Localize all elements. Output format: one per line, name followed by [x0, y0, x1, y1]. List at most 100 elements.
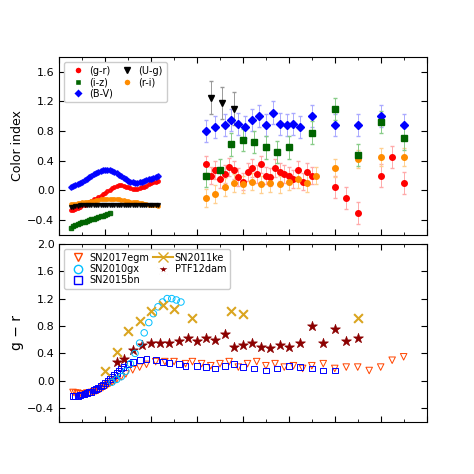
Point: [251, 365, 258, 372]
Point: [99, 384, 107, 392]
Point: [319, 360, 327, 367]
Point: [159, 358, 166, 365]
Point: [110, 377, 118, 384]
Point: [136, 363, 144, 371]
Point: [147, 339, 155, 347]
Point: [90, 387, 98, 394]
Point: [235, 363, 242, 371]
Point: [69, 392, 77, 400]
Point: [400, 353, 408, 361]
Point: [101, 367, 109, 374]
Point: [115, 367, 123, 374]
Point: [354, 335, 362, 342]
Y-axis label: Color index: Color index: [11, 110, 25, 182]
Point: [211, 336, 219, 344]
Point: [150, 310, 157, 318]
Point: [290, 362, 297, 370]
Point: [136, 317, 144, 324]
Point: [239, 341, 246, 349]
Point: [108, 378, 116, 386]
Point: [90, 388, 98, 395]
Point: [159, 298, 166, 306]
Legend: SN2017egm, SN2010gx, SN2015bn, SN2011ke, PTF12dam: SN2017egm, SN2010gx, SN2015bn, SN2011ke,…: [64, 249, 230, 289]
Point: [122, 367, 129, 375]
Point: [76, 392, 84, 399]
Point: [342, 363, 350, 371]
Point: [297, 339, 304, 347]
Point: [124, 361, 132, 368]
Point: [182, 362, 189, 370]
Point: [271, 360, 279, 367]
Point: [377, 363, 384, 371]
Point: [331, 365, 338, 372]
Point: [173, 296, 180, 304]
Point: [198, 360, 205, 367]
Point: [83, 389, 91, 397]
Point: [354, 314, 362, 321]
Point: [108, 378, 116, 386]
Point: [152, 358, 159, 365]
Point: [94, 387, 102, 394]
Point: [184, 335, 191, 342]
Point: [166, 359, 173, 367]
Point: [182, 360, 189, 367]
Point: [99, 381, 107, 389]
Point: [145, 319, 153, 327]
Point: [110, 371, 118, 378]
Point: [76, 390, 84, 398]
Point: [106, 380, 114, 387]
Point: [104, 381, 111, 389]
Point: [202, 363, 210, 371]
Point: [193, 362, 201, 370]
Point: [72, 389, 79, 397]
Point: [342, 337, 350, 345]
Point: [276, 341, 283, 349]
Point: [262, 367, 270, 374]
Point: [319, 367, 327, 374]
Point: [113, 375, 120, 383]
Point: [97, 383, 104, 390]
Point: [354, 363, 362, 371]
Y-axis label: g − r: g − r: [10, 315, 25, 350]
Point: [88, 388, 95, 395]
Point: [281, 363, 288, 371]
Point: [262, 362, 270, 370]
Point: [92, 387, 100, 395]
Point: [138, 341, 146, 349]
Point: [113, 348, 120, 356]
Point: [248, 339, 256, 347]
Point: [202, 335, 210, 342]
Point: [129, 346, 137, 354]
Point: [388, 356, 396, 364]
Point: [207, 362, 215, 370]
Point: [127, 360, 134, 367]
Point: [221, 362, 228, 370]
Point: [253, 358, 261, 365]
Point: [143, 355, 150, 363]
Point: [88, 389, 95, 396]
Point: [108, 373, 116, 381]
Point: [69, 389, 77, 396]
Point: [170, 358, 178, 365]
Point: [118, 373, 125, 381]
Point: [285, 362, 292, 370]
Point: [118, 373, 125, 381]
Point: [189, 358, 196, 365]
Point: [120, 363, 128, 371]
Point: [74, 389, 82, 397]
Point: [83, 389, 91, 397]
Point: [177, 298, 185, 306]
Point: [365, 367, 373, 374]
Point: [239, 310, 246, 318]
Point: [85, 389, 93, 396]
Point: [170, 305, 178, 313]
Point: [113, 369, 120, 376]
Point: [101, 383, 109, 390]
Point: [97, 385, 104, 393]
Point: [273, 365, 281, 372]
Point: [164, 295, 171, 302]
Point: [216, 360, 224, 367]
Point: [168, 295, 175, 302]
Point: [113, 375, 120, 383]
Point: [94, 384, 102, 392]
